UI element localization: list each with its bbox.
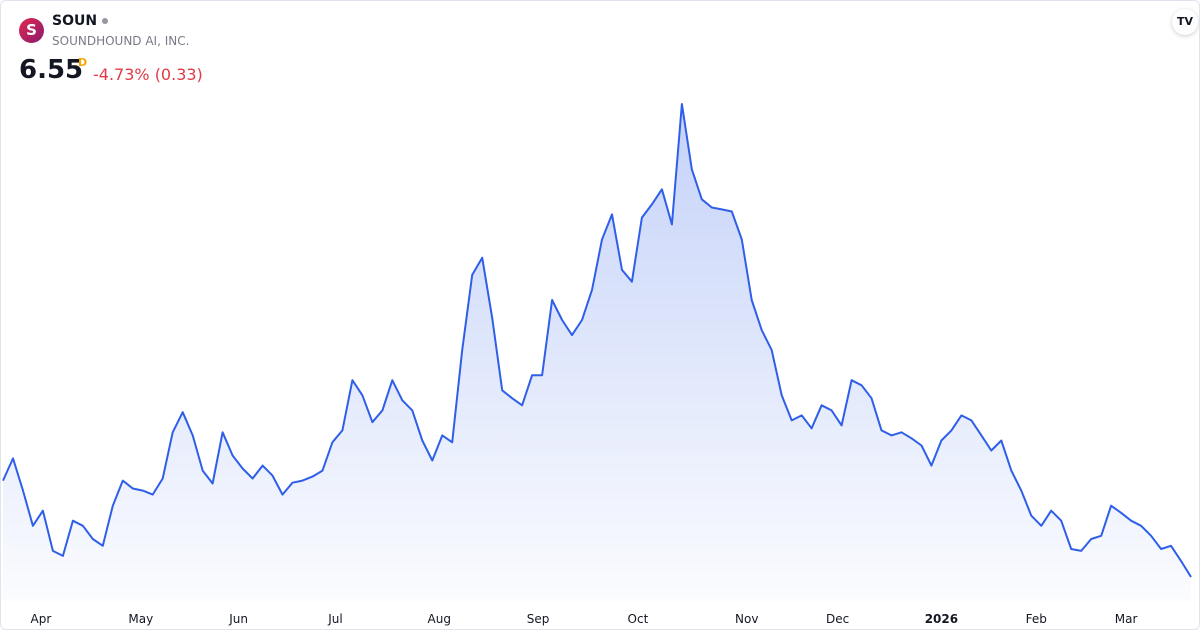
interval: D xyxy=(78,56,88,69)
status-dot xyxy=(101,18,108,24)
symbol: SOUN xyxy=(52,13,108,29)
brand-logo[interactable]: TV xyxy=(1172,9,1198,35)
x-tick-label: Sep xyxy=(527,612,550,626)
company: SOUNDHOUND AI, INC. xyxy=(52,34,190,48)
x-tick-label: Mar xyxy=(1115,612,1138,626)
logo: S xyxy=(19,18,44,43)
x-tick-label: Aug xyxy=(428,612,451,626)
x-tick-label: Feb xyxy=(1026,612,1047,626)
symbol-text: SOUN xyxy=(52,13,98,29)
x-tick-label: May xyxy=(128,612,153,626)
x-tick-label: Nov xyxy=(735,612,758,626)
x-tick-label: Apr xyxy=(31,612,52,626)
x-tick-label: Oct xyxy=(628,612,649,626)
x-tick-label: 2026 xyxy=(925,612,958,626)
x-tick-label: Jun xyxy=(228,612,248,626)
area-fill xyxy=(3,104,1191,601)
change: -4.73% (0.33) xyxy=(93,65,203,84)
x-tick-label: Jul xyxy=(327,612,342,626)
price: 6.55 xyxy=(19,55,84,85)
x-tick-label: Dec xyxy=(826,612,849,626)
price-line xyxy=(2,103,1192,578)
